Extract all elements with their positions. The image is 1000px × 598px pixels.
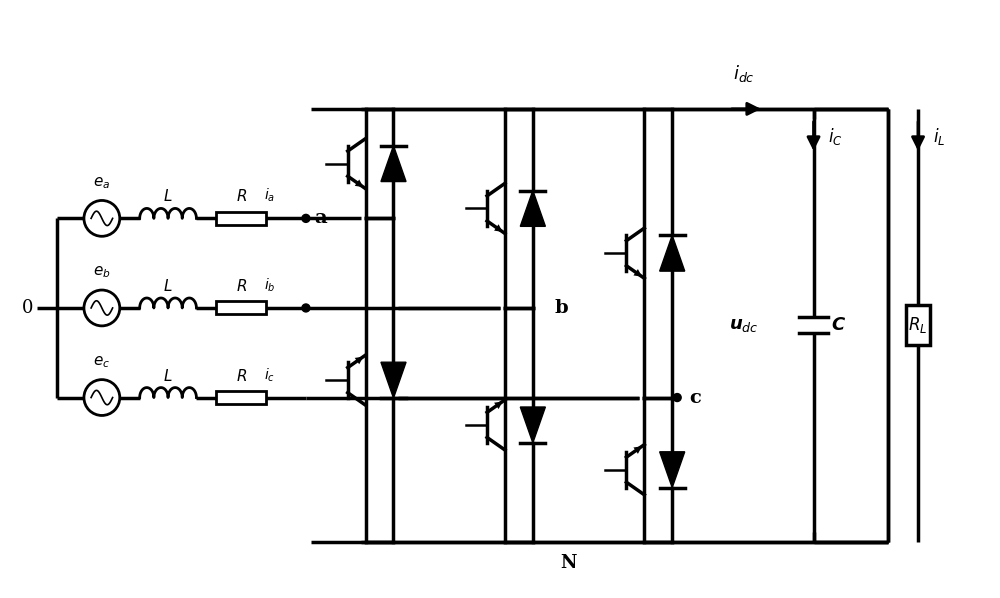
Polygon shape — [520, 191, 545, 226]
Text: $R$: $R$ — [236, 188, 247, 205]
Text: c: c — [689, 389, 701, 407]
Text: $L$: $L$ — [163, 278, 173, 294]
Polygon shape — [381, 362, 406, 398]
Circle shape — [302, 304, 310, 312]
Text: $e_c$: $e_c$ — [93, 354, 110, 370]
Text: $e_b$: $e_b$ — [93, 264, 111, 280]
Text: $i_c$: $i_c$ — [264, 366, 275, 383]
Polygon shape — [660, 235, 685, 271]
Text: $R$: $R$ — [236, 368, 247, 383]
Polygon shape — [660, 451, 685, 487]
Text: $L$: $L$ — [163, 188, 173, 205]
Text: $i_b$: $i_b$ — [264, 277, 276, 294]
Text: $L$: $L$ — [163, 368, 173, 383]
Text: $e_a$: $e_a$ — [93, 175, 110, 191]
Text: a: a — [314, 209, 327, 227]
Circle shape — [302, 215, 310, 222]
Text: $R_L$: $R_L$ — [908, 315, 928, 335]
Text: $R$: $R$ — [236, 278, 247, 294]
Polygon shape — [520, 407, 545, 443]
Text: $\boldsymbol{u}_{dc}$: $\boldsymbol{u}_{dc}$ — [729, 316, 759, 334]
Text: $\boldsymbol{C}$: $\boldsymbol{C}$ — [831, 316, 846, 334]
Text: N: N — [560, 554, 577, 572]
Polygon shape — [381, 146, 406, 182]
Bar — [216, 212, 266, 225]
Circle shape — [673, 393, 681, 401]
Text: $i_L$: $i_L$ — [933, 126, 945, 147]
Text: $i_{dc}$: $i_{dc}$ — [733, 63, 755, 84]
Bar — [216, 391, 266, 404]
Text: $i_a$: $i_a$ — [264, 187, 275, 205]
Bar — [906, 306, 930, 345]
Text: 0: 0 — [21, 299, 33, 317]
Bar — [216, 301, 266, 315]
Text: b: b — [555, 299, 568, 317]
Text: $i_C$: $i_C$ — [828, 126, 843, 147]
